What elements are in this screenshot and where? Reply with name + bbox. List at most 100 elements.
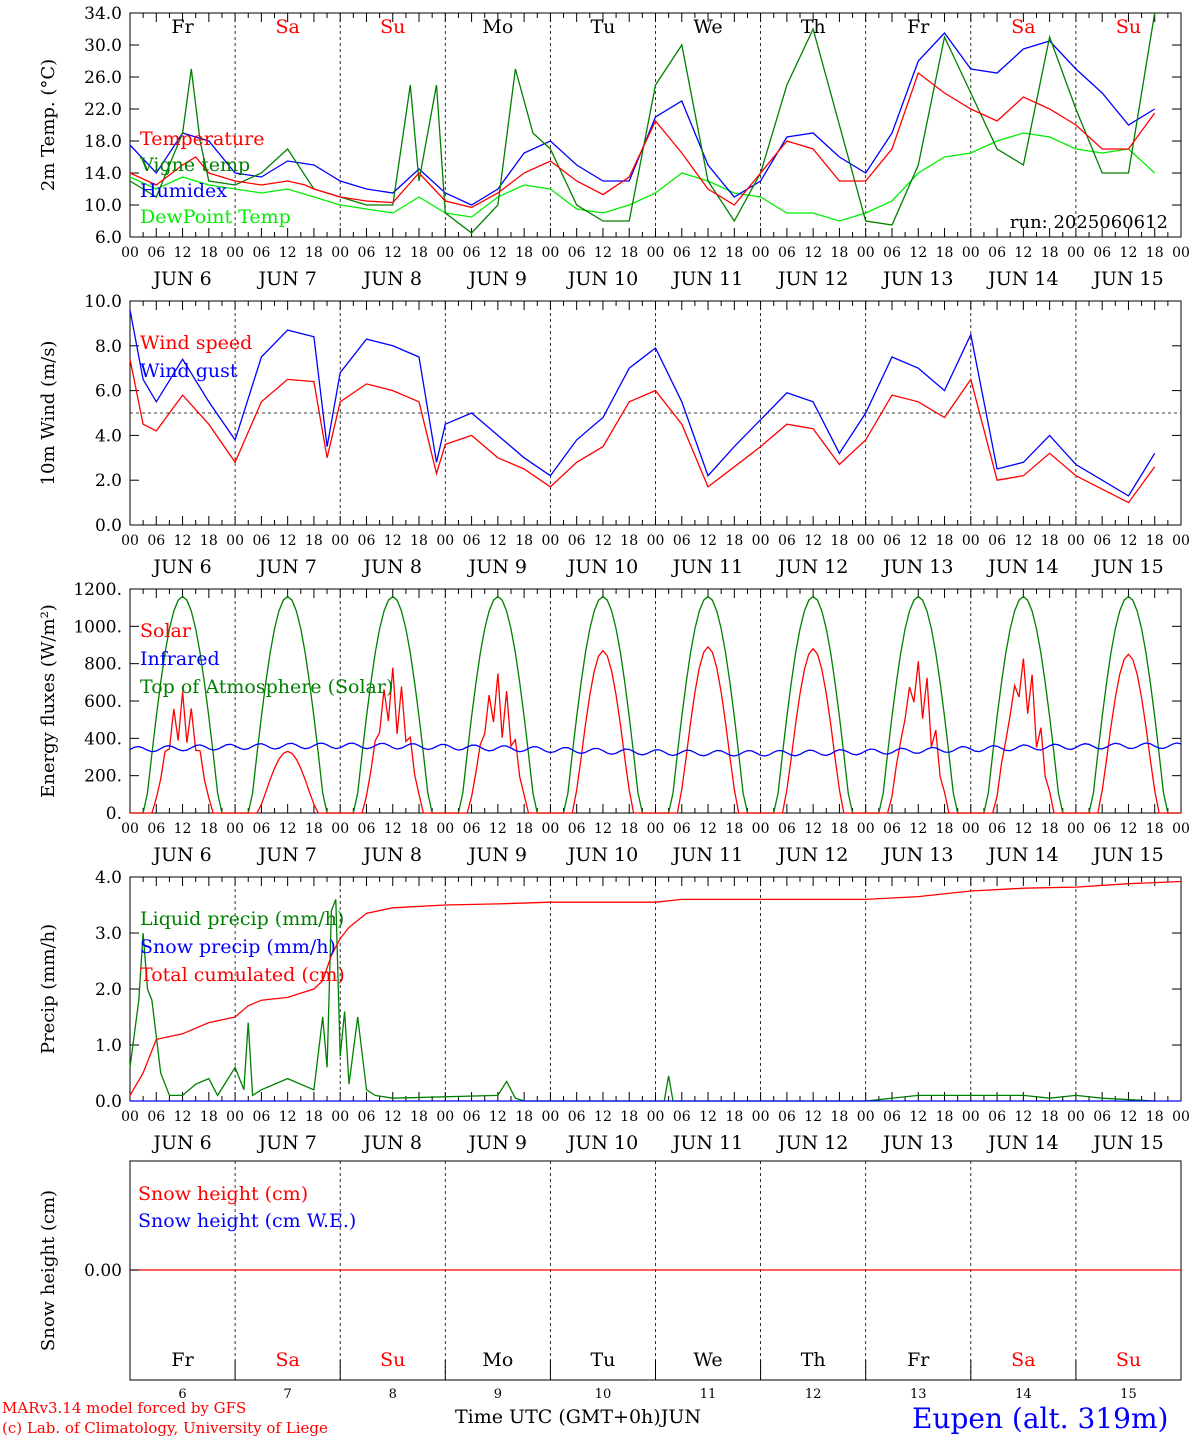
- hour-label: 00: [331, 245, 349, 261]
- hour-label: 00: [1067, 821, 1085, 837]
- date-number: 14: [1015, 1387, 1032, 1402]
- hour-label: 12: [804, 245, 822, 261]
- date-label: JUN 11: [671, 844, 743, 866]
- hour-label: 18: [725, 533, 743, 549]
- hour-label: 18: [200, 533, 218, 549]
- y-tick-label: 0.0: [95, 516, 122, 536]
- y-axis-label: 10m Wind (m/s): [38, 341, 59, 486]
- hour-label: 00: [121, 533, 139, 549]
- y-tick-label: 1200.: [73, 580, 122, 600]
- hour-label: 06: [252, 533, 270, 549]
- y-tick-label: 30.0: [84, 36, 122, 56]
- hour-label: 18: [620, 533, 638, 549]
- hour-label: 18: [831, 1109, 849, 1125]
- hour-label: 00: [226, 1109, 244, 1125]
- date-label: JUN 9: [467, 844, 527, 866]
- hour-label: 00: [1067, 1109, 1085, 1125]
- hour-label: 12: [1120, 533, 1138, 549]
- weekday-label: Fr: [907, 1349, 930, 1371]
- legend-entry: Wind speed: [140, 332, 252, 354]
- legend-entry: Humidex: [140, 180, 227, 202]
- date-label: JUN 14: [986, 556, 1058, 578]
- hour-label: 12: [279, 1109, 297, 1125]
- hour-label: 06: [778, 245, 796, 261]
- hour-label: 06: [1093, 245, 1111, 261]
- y-tick-label: 0.: [106, 804, 122, 824]
- hour-label: 06: [568, 245, 586, 261]
- date-label: JUN 11: [671, 556, 743, 578]
- hour-label: 06: [673, 533, 691, 549]
- hour-label: 18: [200, 821, 218, 837]
- hour-label: 00: [541, 1109, 559, 1125]
- date-label: JUN 12: [776, 844, 848, 866]
- weekday-label: Mo: [482, 16, 513, 38]
- date-label: JUN 15: [1091, 268, 1163, 290]
- hour-label: 06: [988, 821, 1006, 837]
- y-tick-label: 18.0: [84, 132, 122, 152]
- hour-label: 06: [988, 533, 1006, 549]
- date-label: JUN 10: [566, 268, 638, 290]
- date-number: 6: [178, 1387, 186, 1402]
- hour-label: 18: [1146, 245, 1164, 261]
- hour-label: 00: [647, 533, 665, 549]
- weekday-label: We: [693, 16, 722, 38]
- date-label: JUN 7: [256, 268, 316, 290]
- series-line: [129, 309, 1156, 497]
- hour-label: 00: [1172, 1109, 1190, 1125]
- hour-label: 18: [305, 533, 323, 549]
- legend-entry: Wind gust: [140, 360, 238, 382]
- y-tick-label: 6.0: [95, 228, 122, 248]
- weekday-label: Mo: [482, 1349, 513, 1371]
- y-tick-label: 8.0: [95, 337, 122, 357]
- weekday-label: Sa: [275, 16, 299, 38]
- hour-label: 12: [594, 533, 612, 549]
- y-tick-label: 3.0: [95, 924, 122, 944]
- date-label: JUN 12: [776, 1132, 848, 1154]
- date-label: JUN 11: [671, 1132, 743, 1154]
- hour-label: 06: [358, 533, 376, 549]
- y-tick-label: 34.0: [84, 4, 122, 24]
- hour-label: 06: [252, 821, 270, 837]
- hour-label: 12: [279, 245, 297, 261]
- y-axis-label: 2m Temp. (°C): [38, 59, 59, 191]
- date-number: 13: [910, 1387, 927, 1402]
- weekday-label: Th: [801, 1349, 826, 1371]
- series-line: [129, 132, 1156, 222]
- hour-label: 12: [489, 1109, 507, 1125]
- hour-label: 12: [489, 821, 507, 837]
- series-line: [129, 899, 1155, 1102]
- date-label: JUN 7: [256, 1132, 316, 1154]
- date-number: 12: [805, 1387, 822, 1402]
- hour-label: 00: [1172, 821, 1190, 837]
- date-number: 11: [700, 1387, 717, 1402]
- y-axis-label: Energy fluxes (W/m²): [38, 604, 59, 798]
- hour-label: 06: [673, 245, 691, 261]
- hour-label: 06: [463, 821, 481, 837]
- hour-label: 06: [1093, 821, 1111, 837]
- weekday-label: Sa: [275, 1349, 299, 1371]
- y-tick-label: 0.0: [95, 1092, 122, 1112]
- date-label: JUN 6: [151, 1132, 211, 1154]
- hour-label: 12: [174, 533, 192, 549]
- hour-label: 12: [909, 1109, 927, 1125]
- hour-label: 06: [883, 245, 901, 261]
- hour-label: 06: [568, 533, 586, 549]
- hour-label: 06: [568, 1109, 586, 1125]
- run-label: run: 2025060612: [1010, 212, 1168, 233]
- hour-label: 06: [1093, 1109, 1111, 1125]
- hour-label: 00: [857, 821, 875, 837]
- hour-label: 00: [436, 1109, 454, 1125]
- hour-label: 06: [358, 821, 376, 837]
- hour-label: 18: [410, 1109, 428, 1125]
- weekday-label: Sa: [1011, 1349, 1035, 1371]
- hour-label: 12: [804, 1109, 822, 1125]
- hour-label: 18: [831, 533, 849, 549]
- hour-label: 06: [883, 1109, 901, 1125]
- hour-label: 06: [778, 1109, 796, 1125]
- panel-wind: 0.0 2.0 4.0 6.0 8.0 10.0 10m Wind (m/s) Wind sp…: [38, 292, 1190, 578]
- hour-label: 18: [1041, 821, 1059, 837]
- hour-label: 00: [1067, 533, 1085, 549]
- hour-label: 12: [909, 245, 927, 261]
- hour-label: 18: [1146, 821, 1164, 837]
